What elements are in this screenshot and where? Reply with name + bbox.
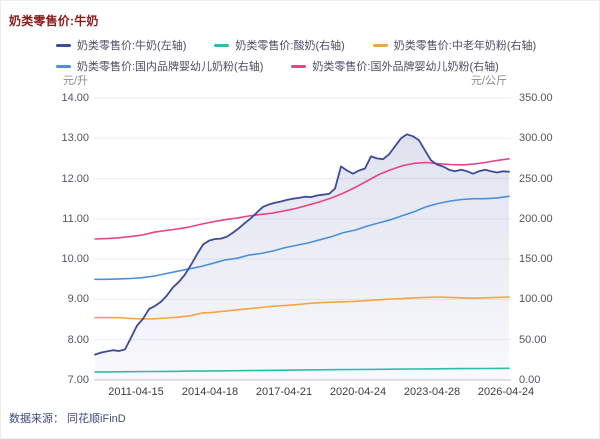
- legend-swatch-icon: [56, 43, 71, 47]
- series-line-3: [94, 195, 510, 281]
- y-tick-right: 150.00: [519, 253, 553, 266]
- legend-item[interactable]: 奶类零售价:中老年奶粉(右轴): [372, 37, 537, 53]
- legend-swatch-icon: [372, 43, 388, 47]
- y-tick-right: 200.00: [519, 212, 553, 225]
- legend-label: 奶类零售价:国内品牌婴幼儿奶粉(右轴): [77, 61, 264, 73]
- legend-label: 奶类零售价:牛奶(左轴): [77, 40, 187, 52]
- legend-row: 奶类零售价:国内品牌婴幼儿奶粉(右轴) 奶类零售价:国外品牌婴幼儿奶粉(右轴): [56, 58, 576, 74]
- x-tick-label: 2026-04-24: [477, 386, 535, 398]
- y-tick-left: 7.00: [67, 374, 89, 386]
- chart-legend: 奶类零售价:牛奶(左轴) 奶类零售价:酸奶(右轴) 奶类零售价:中老年奶粉(右轴) 奶…: [56, 37, 576, 79]
- y-tick-left: 12.00: [61, 172, 89, 185]
- y-tick-left: 10.00: [61, 253, 89, 266]
- y-tick-right: 250.00: [519, 172, 553, 185]
- chart-title: 奶类零售价:牛奶: [9, 14, 99, 28]
- data-source-note: 数据来源： 同花顺iFinD: [9, 413, 126, 425]
- legend-swatch-icon: [214, 43, 230, 47]
- legend-swatch-icon: [291, 64, 307, 68]
- y-tick-right: 300.00: [519, 132, 553, 145]
- x-tick-label: 2011-04-15: [108, 386, 164, 398]
- series-line-0: [94, 133, 510, 356]
- x-tick-label: 2014-04-18: [181, 386, 239, 398]
- legend-row: 奶类零售价:牛奶(左轴) 奶类零售价:酸奶(右轴) 奶类零售价:中老年奶粉(右轴): [56, 37, 576, 53]
- y-tick-left: 8.00: [67, 333, 89, 346]
- y-tick-right: 0.00: [519, 374, 541, 386]
- y-tick-left: 14.00: [61, 92, 89, 104]
- legend-label: 奶类零售价:国外品牌婴幼儿奶粉(右轴): [312, 61, 499, 73]
- y-tick-left: 11.00: [62, 212, 89, 225]
- x-tick-label: 2017-04-21: [255, 386, 313, 398]
- right-axis-unit: 元/公斤: [471, 75, 508, 87]
- y-tick-right: 100.00: [519, 293, 553, 306]
- legend-label: 奶类零售价:酸奶(右轴): [235, 40, 345, 52]
- series-line-4: [94, 158, 510, 240]
- series-line-2: [94, 296, 510, 320]
- y-tick-left: 13.00: [61, 132, 89, 145]
- left-axis-unit: 元/升: [63, 75, 89, 87]
- legend-item[interactable]: 奶类零售价:国外品牌婴幼儿奶粉(右轴): [291, 58, 499, 74]
- legend-swatch-icon: [56, 64, 71, 68]
- legend-item[interactable]: 奶类零售价:酸奶(右轴): [214, 37, 345, 53]
- legend-label: 奶类零售价:中老年奶粉(右轴): [393, 40, 537, 52]
- series-line-1: [94, 367, 510, 373]
- x-tick-label: 2020-04-24: [329, 386, 387, 398]
- y-tick-left: 9.00: [67, 293, 89, 306]
- milk-area-fill: [95, 134, 509, 380]
- legend-item[interactable]: 奶类零售价:国内品牌婴幼儿奶粉(右轴): [56, 58, 263, 74]
- y-tick-right: 50.00: [519, 333, 547, 346]
- legend-item[interactable]: 奶类零售价:牛奶(左轴): [56, 37, 186, 53]
- x-tick-label: 2023-04-28: [403, 386, 461, 398]
- y-tick-right: 350.00: [519, 92, 553, 104]
